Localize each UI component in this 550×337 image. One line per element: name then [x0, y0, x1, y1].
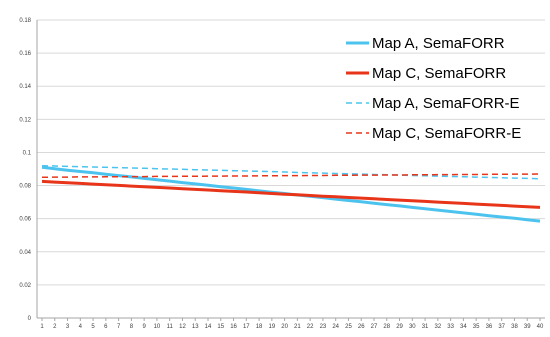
- x-tick-label: 29: [396, 324, 403, 330]
- y-tick-label: 0.1: [23, 150, 32, 156]
- x-tick-label: 21: [294, 324, 301, 330]
- legend-label-2: Map A, SemaFORR-E: [372, 95, 520, 112]
- x-tick-label: 37: [498, 324, 505, 330]
- x-tick-label: 12: [179, 324, 186, 330]
- y-tick-label: 0.06: [19, 217, 31, 223]
- x-tick-label: 5: [91, 324, 95, 330]
- x-tick-label: 9: [142, 324, 146, 330]
- x-tick-label: 3: [66, 324, 70, 330]
- x-tick-label: 27: [371, 324, 378, 330]
- legend-label-3: Map C, SemaFORR-E: [372, 125, 521, 142]
- y-tick-label: 0.14: [19, 84, 31, 90]
- x-tick-label: 11: [167, 324, 174, 330]
- x-tick-label: 23: [320, 324, 327, 330]
- legend-label-1: Map C, SemaFORR: [372, 65, 506, 82]
- series-line-2: [41, 164, 541, 180]
- y-tick-label: 0.18: [19, 18, 31, 24]
- x-tick-label: 30: [409, 324, 416, 330]
- series-line-3: [41, 173, 541, 179]
- x-tick-label: 40: [537, 324, 544, 330]
- y-tick-label: 0.08: [19, 184, 31, 190]
- axes: [36, 20, 545, 321]
- x-tick-label: 25: [345, 324, 352, 330]
- x-tick-label: 32: [435, 324, 442, 330]
- x-tick-label: 34: [460, 324, 467, 330]
- x-tick-label: 17: [243, 324, 250, 330]
- gridlines: [37, 19, 545, 286]
- x-tick-label: 20: [281, 324, 288, 330]
- legend: Map A, SemaFORR Map C, SemaFORR Map A, Sem…: [346, 35, 521, 142]
- x-tick-label: 24: [332, 324, 339, 330]
- x-tick-label: 7: [117, 324, 121, 330]
- x-tick-label: 36: [486, 324, 493, 330]
- y-axis-tick-labels: 0 0.02 0.04 0.06 0.08 0.1 0.12 0.14 0.16 0.18: [19, 18, 31, 322]
- x-tick-label: 19: [269, 324, 276, 330]
- x-tick-label: 8: [130, 324, 134, 330]
- x-axis-tick-labels: 1 2 3 4 5 6 7 8 9 10 11 12 13 14 15 16 17 18 19 20 21 22 23 24 2…: [40, 324, 544, 330]
- x-tick-label: 18: [256, 324, 263, 330]
- x-tick-label: 31: [422, 324, 429, 330]
- y-tick-label: 0.16: [19, 51, 31, 57]
- x-tick-label: 16: [230, 324, 237, 330]
- x-tick-label: 6: [104, 324, 108, 330]
- y-tick-label: 0.04: [19, 250, 31, 256]
- x-tick-label: 10: [154, 324, 161, 330]
- x-tick-label: 1: [40, 324, 44, 330]
- y-tick-label: 0.12: [19, 117, 31, 123]
- x-tick-label: 38: [511, 324, 518, 330]
- y-tick-label: 0.02: [19, 283, 31, 289]
- x-tick-label: 14: [205, 324, 212, 330]
- x-tick-label: 15: [217, 324, 224, 330]
- x-tick-label: 13: [192, 324, 199, 330]
- x-tick-label: 39: [524, 324, 531, 330]
- x-tick-label: 28: [383, 324, 390, 330]
- series-line-1: [41, 179, 541, 209]
- x-tick-label: 33: [447, 324, 454, 330]
- legend-label-0: Map A, SemaFORR: [372, 35, 505, 52]
- series-lines: [41, 164, 541, 223]
- x-tick-label: 2: [53, 324, 57, 330]
- x-tick-label: 35: [473, 324, 480, 330]
- x-tick-label: 22: [307, 324, 314, 330]
- x-tick-label: 4: [79, 324, 83, 330]
- y-tick-label: 0: [28, 316, 32, 322]
- x-tick-label: 26: [358, 324, 365, 330]
